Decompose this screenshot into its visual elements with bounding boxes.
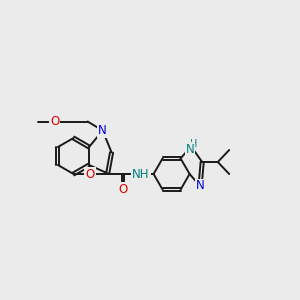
Text: H: H xyxy=(190,139,197,149)
Text: N: N xyxy=(196,179,205,193)
Text: NH: NH xyxy=(132,167,150,181)
Text: O: O xyxy=(118,183,127,196)
Text: O: O xyxy=(85,167,94,181)
Text: N: N xyxy=(185,143,194,156)
Text: O: O xyxy=(50,115,59,128)
Text: N: N xyxy=(98,124,107,137)
